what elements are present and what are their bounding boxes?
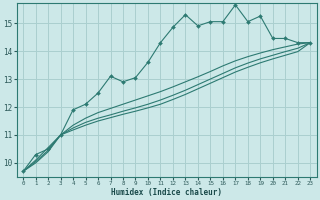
X-axis label: Humidex (Indice chaleur): Humidex (Indice chaleur) [111, 188, 222, 197]
